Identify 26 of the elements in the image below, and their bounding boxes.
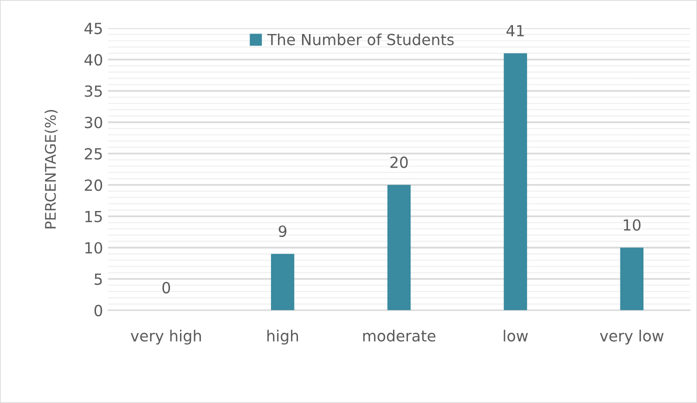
x-tick-label: very high <box>130 330 201 345</box>
data-label: 41 <box>506 25 524 36</box>
x-tick-label: low <box>504 330 528 342</box>
bar <box>387 184 411 310</box>
x-tick-label: moderate <box>363 330 436 342</box>
y-tick-label: 5 <box>94 274 102 285</box>
legend-label: The Number of Students <box>267 33 454 46</box>
y-tick-label: 15 <box>85 210 102 222</box>
bar <box>504 53 528 310</box>
y-tick-label: 0 <box>94 304 102 316</box>
data-label: 0 <box>162 282 170 294</box>
bar <box>620 248 644 310</box>
y-axis-title: PERCENTAGE(%) <box>44 110 58 228</box>
y-tick-label: 25 <box>84 148 102 160</box>
y-tick-label: 30 <box>84 116 102 128</box>
x-tick-label: high <box>267 330 298 345</box>
data-label: 9 <box>278 225 286 238</box>
bar <box>270 254 294 310</box>
y-tick-label: 45 <box>84 22 102 34</box>
data-label: 10 <box>624 219 641 231</box>
y-tick-label: 20 <box>84 179 102 191</box>
y-tick-label: 40 <box>84 54 102 66</box>
y-tick-label: 35 <box>84 85 102 97</box>
x-tick-label: very low <box>600 330 664 345</box>
y-tick-label: 10 <box>85 242 102 254</box>
data-label: 20 <box>390 156 408 168</box>
